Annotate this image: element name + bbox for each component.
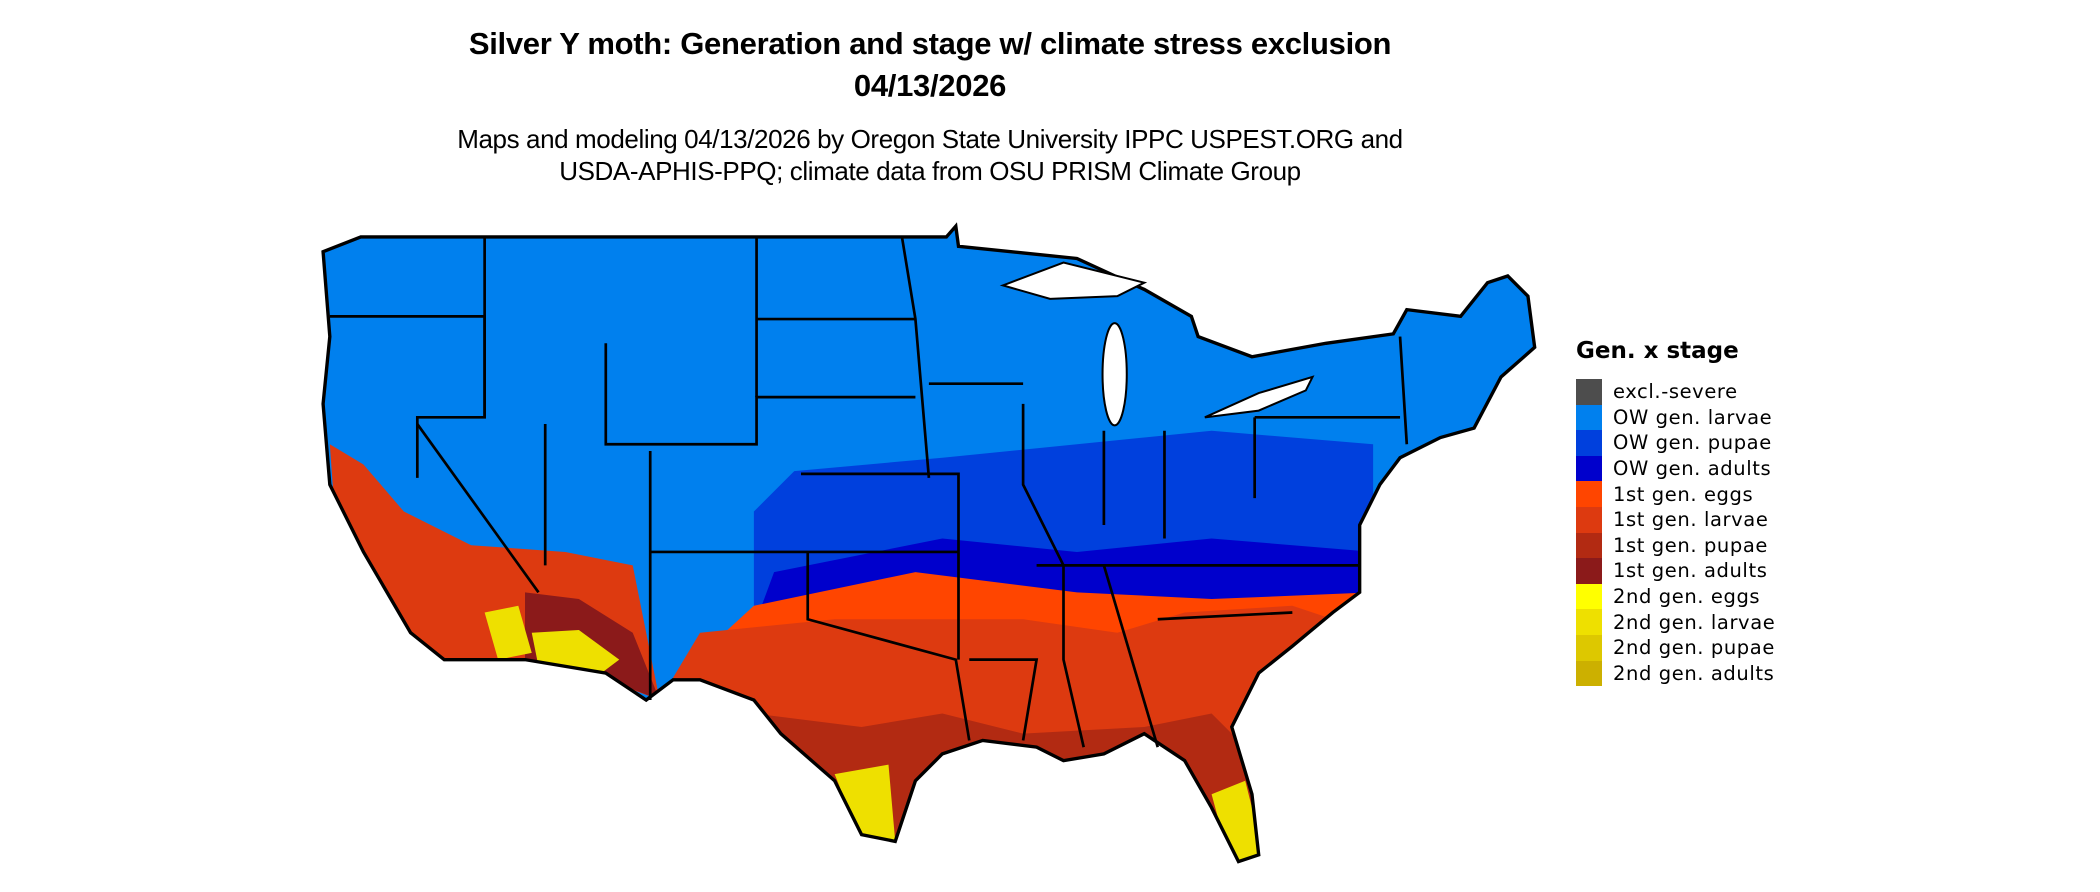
lake-michigan: [1101, 322, 1128, 427]
legend-swatch: [1576, 660, 1602, 687]
legend-item: 1st gen. adults: [1576, 558, 1775, 584]
legend-label: 2nd gen. pupae: [1613, 636, 1775, 660]
legend-label: excl.-severe: [1613, 380, 1738, 404]
legend-item: 2nd gen. adults: [1576, 660, 1775, 687]
legend-item: 2nd gen. pupae: [1576, 634, 1775, 661]
legend-label: 1st gen. larvae: [1613, 508, 1769, 532]
legend-item: OW gen. adults: [1576, 455, 1775, 482]
legend-swatch: [1576, 634, 1602, 661]
lake-superior: [999, 261, 1148, 300]
subtitle-line-2: USDA-APHIS-PPQ; climate data from OSU PR…: [559, 156, 1301, 186]
legend-label: OW gen. larvae: [1613, 405, 1773, 429]
legend-title: Gen. x stage: [1576, 338, 1739, 364]
legend-swatch: [1576, 379, 1602, 405]
legend-label: 1st gen. adults: [1613, 559, 1768, 583]
zone-2nd-larvae-florida: [1211, 780, 1266, 862]
legend-label: 2nd gen. larvae: [1613, 610, 1776, 634]
legend-label: 2nd gen. adults: [1613, 661, 1775, 685]
legend-swatch: [1576, 455, 1602, 482]
legend-swatch: [1576, 506, 1602, 533]
map-title: Silver Y moth: Generation and stage w/ c…: [468, 26, 1392, 61]
zone-2nd-larvae-california: [484, 605, 532, 660]
legend-item: 2nd gen. larvae: [1576, 609, 1775, 635]
legend-item: 1st gen. larvae: [1576, 506, 1775, 533]
zone-1st-larvae: [659, 605, 1374, 862]
legend-swatch: [1576, 583, 1602, 610]
zone-1st-pupae: [753, 713, 1266, 862]
legend-label: 1st gen. eggs: [1613, 482, 1754, 506]
subtitle-line-1: Maps and modeling 04/13/2026 by Oregon S…: [457, 124, 1403, 154]
legend-swatch: [1576, 404, 1602, 431]
legend-swatch: [1576, 481, 1602, 507]
legend-item: OW gen. larvae: [1576, 404, 1775, 431]
legend-label: 2nd gen. eggs: [1613, 585, 1761, 609]
lake-erie: [1204, 375, 1315, 419]
legend-swatch: [1576, 430, 1602, 456]
map-date: 04/13/2026: [853, 68, 1007, 103]
legend-swatch: [1576, 532, 1602, 559]
legend-item: OW gen. pupae: [1576, 430, 1775, 456]
legend: excl.-severe OW gen. larvae OW gen. pupae O…: [1576, 379, 1775, 687]
legend-item: 2nd gen. eggs: [1576, 583, 1775, 610]
legend-label: 1st gen. pupae: [1613, 533, 1769, 557]
legend-label: OW gen. adults: [1613, 457, 1772, 481]
legend-item: excl.-severe: [1576, 379, 1775, 405]
zone-2nd-larvae-texas: [834, 764, 896, 842]
legend-item: 1st gen. eggs: [1576, 481, 1775, 507]
state-borders: [329, 236, 1409, 748]
legend-item: 1st gen. pupae: [1576, 532, 1775, 559]
legend-swatch: [1576, 609, 1602, 635]
legend-swatch: [1576, 558, 1602, 584]
legend-label: OW gen. pupae: [1613, 431, 1772, 455]
